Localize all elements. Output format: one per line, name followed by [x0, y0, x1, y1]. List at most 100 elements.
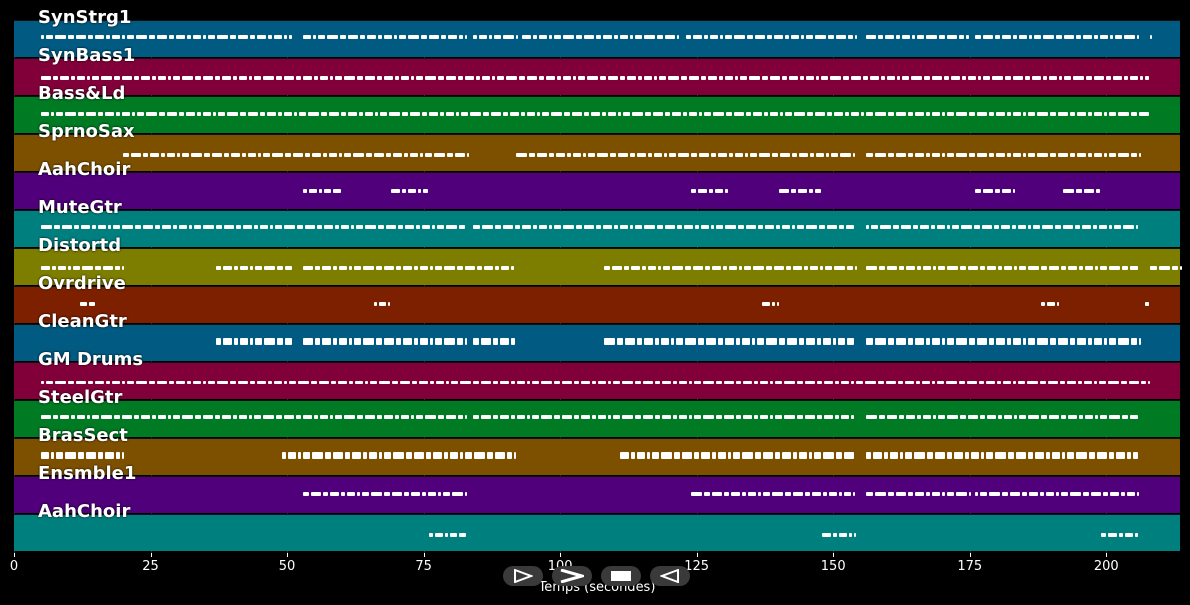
note: [736, 381, 742, 384]
note: [250, 338, 254, 345]
note: [88, 381, 94, 384]
note: [1062, 225, 1073, 229]
note: [722, 266, 727, 270]
note: [759, 415, 768, 419]
note: [911, 35, 915, 39]
note: [441, 35, 447, 39]
note: [603, 338, 615, 345]
note: [840, 153, 852, 157]
note: [380, 112, 388, 116]
note: [264, 338, 276, 345]
note: [223, 338, 233, 345]
note: [1106, 76, 1112, 80]
note: [807, 112, 814, 116]
note: [750, 153, 758, 157]
note: [1087, 338, 1092, 345]
note: [897, 76, 901, 80]
playback-controls: [503, 566, 690, 586]
note: [630, 153, 636, 157]
note: [502, 225, 513, 229]
note: [71, 415, 76, 419]
track-label: AahChoir: [38, 501, 131, 522]
note: [981, 225, 992, 229]
note: [712, 492, 723, 496]
note: [354, 266, 362, 270]
note: [854, 533, 857, 537]
note: [318, 35, 326, 39]
note: [1037, 112, 1049, 116]
note: [719, 76, 724, 80]
stop-button[interactable]: [601, 566, 641, 586]
note: [278, 112, 283, 116]
note: [242, 153, 247, 157]
note: [157, 381, 168, 384]
note: [611, 266, 622, 270]
note: [700, 225, 709, 229]
note: [298, 381, 310, 384]
note: [114, 415, 121, 419]
note: [449, 452, 458, 459]
note: [1012, 153, 1021, 157]
note: [1028, 112, 1036, 116]
note: [150, 153, 160, 157]
note: [1070, 492, 1082, 496]
note: [922, 381, 931, 384]
note: [603, 266, 610, 270]
note: [1027, 415, 1039, 419]
note: [728, 452, 732, 459]
note: [208, 35, 216, 39]
note: [895, 492, 906, 496]
note: [643, 225, 655, 229]
note: [1110, 492, 1120, 496]
note: [473, 452, 485, 459]
note: [106, 381, 111, 384]
note: [665, 112, 671, 116]
note: [1049, 76, 1058, 80]
note: [678, 415, 687, 419]
track-lane: [14, 362, 1180, 399]
note: [659, 76, 667, 80]
track-lane: [14, 58, 1180, 95]
note: [754, 35, 765, 39]
note: [448, 35, 458, 39]
note: [503, 112, 509, 116]
play-button[interactable]: [503, 566, 543, 586]
note: [284, 225, 296, 229]
note: [887, 492, 894, 496]
note: [1027, 381, 1039, 384]
note: [384, 35, 393, 39]
note: [821, 76, 829, 80]
note: [103, 266, 114, 270]
note: [1048, 415, 1059, 419]
note: [692, 35, 702, 39]
note: [980, 452, 984, 459]
note: [1075, 189, 1082, 193]
note: [276, 76, 283, 80]
note: [780, 112, 784, 116]
note: [851, 381, 855, 384]
note: [122, 76, 133, 80]
note: [395, 76, 400, 80]
note: [379, 302, 387, 306]
note: [294, 112, 298, 116]
note: [694, 225, 699, 229]
note: [374, 302, 378, 306]
note: [600, 76, 607, 80]
rewind-button[interactable]: [650, 566, 690, 586]
note: [425, 452, 431, 459]
note: [230, 381, 237, 384]
note: [41, 112, 50, 116]
note: [274, 381, 283, 384]
note: [421, 35, 428, 39]
note: [749, 76, 761, 80]
note: [516, 415, 525, 419]
note: [955, 153, 967, 157]
note: [742, 452, 754, 459]
note: [1076, 35, 1082, 39]
note: [277, 266, 284, 270]
note: [679, 381, 688, 384]
note: [877, 35, 883, 39]
forward-button[interactable]: [552, 566, 592, 586]
note: [376, 338, 383, 345]
note: [289, 35, 292, 39]
